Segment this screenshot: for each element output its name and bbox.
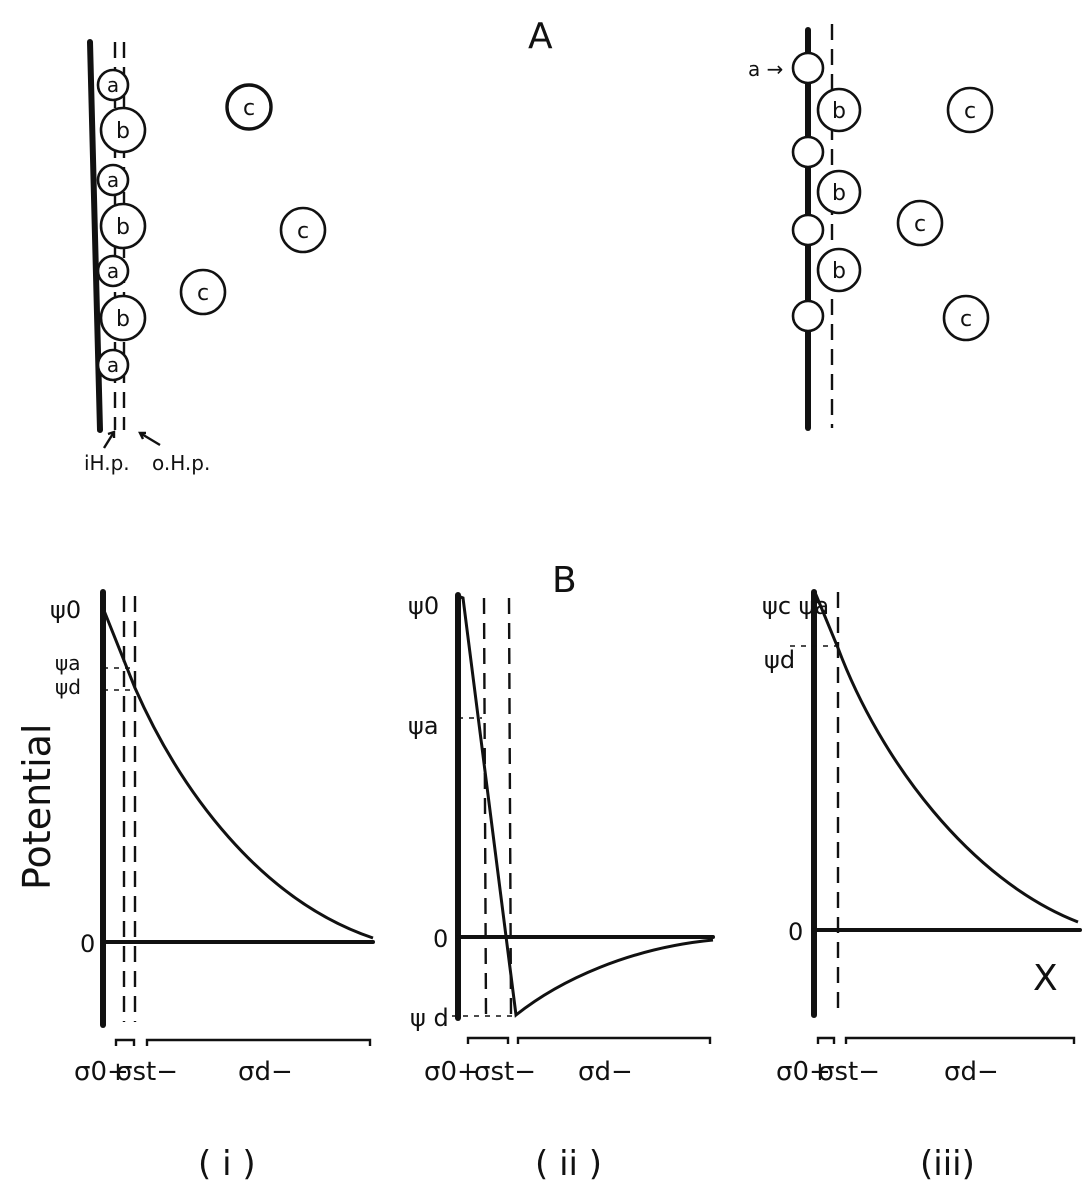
sigma-d-bracket-iii (844, 1036, 1076, 1044)
ohp-pointer-arrow (138, 431, 161, 447)
caption-iii: (iii) (920, 1144, 975, 1180)
ohp-label: o.H.p. (152, 451, 210, 475)
svg-text:b: b (116, 215, 130, 240)
x-axis-label: X (1033, 958, 1058, 999)
svg-text:b: b (832, 99, 846, 124)
potential-curve-ii (457, 594, 714, 1018)
diffuse-ion-c: c (942, 294, 990, 342)
diffuse-ion-c: c (896, 199, 944, 247)
svg-text:b: b (832, 181, 846, 206)
adsorbed-ion-a: a (96, 163, 130, 197)
zero-label-ii: 0 (433, 925, 448, 953)
svg-text:b: b (832, 259, 846, 284)
psi-a-label-i: ψa (55, 651, 80, 675)
psi-ca-label-iii: ψc ψa (762, 592, 829, 620)
ion-b: b (99, 294, 147, 342)
ohp-dashed-line-ii (507, 597, 513, 1017)
sigma-d-label-i: σd− (238, 1057, 293, 1087)
plot-ii: ψ0 ψa 0 ψ d σ0+ σst− σd− ( ii ) (408, 592, 715, 1180)
svg-text:a: a (107, 353, 119, 377)
diffuse-ion-c: c (225, 83, 273, 131)
zero-label-iii: 0 (788, 918, 803, 946)
adsorbed-ion-a: a (96, 348, 130, 382)
panel-a-label: A (528, 16, 553, 57)
svg-text:a: a (107, 259, 119, 283)
sigma-d-label-ii: σd− (578, 1057, 633, 1087)
sigma-st-bracket-i (114, 1038, 136, 1046)
svg-text:c: c (197, 281, 209, 306)
svg-text:c: c (914, 212, 926, 237)
caption-ii: ( ii ) (535, 1144, 602, 1180)
sigma-0-label-i: σ0+ (74, 1057, 129, 1087)
sigma-0-label-iii: σ0+ (776, 1057, 831, 1087)
sigma-d-label-iii: σd− (944, 1057, 999, 1087)
adsorbed-ion-arrow-label: a → (748, 57, 783, 81)
ion-b: b (816, 169, 862, 215)
psi-d-label-ii: ψ d (410, 1004, 449, 1032)
psi-d-label-i: ψd (55, 675, 81, 699)
diffuse-ion-c: c (279, 206, 327, 254)
adsorbed-ion-a: a (96, 68, 130, 102)
plot-iii: ψc ψa ψd 0 X σ0+ σst− σd− (iii) (762, 589, 1082, 1180)
svg-text:c: c (243, 96, 255, 121)
ihp-pointer-arrow (102, 430, 116, 449)
plot-i: ψ0 ψa ψd 0 σ0+ σst− σd− ( i ) (50, 589, 375, 1180)
svg-text:b: b (116, 307, 130, 332)
ion-b: b (816, 247, 862, 293)
sigma-st-bracket-ii (466, 1036, 510, 1044)
sigma-st-label-iii: σst− (818, 1057, 880, 1087)
sigma-0-label-ii: σ0+ (424, 1057, 479, 1087)
diffuse-ion-c: c (946, 86, 994, 134)
psi-d-label-iii: ψd (764, 646, 795, 674)
svg-text:c: c (964, 99, 976, 124)
panel-a-right-schematic: a → b b b c c (748, 24, 994, 431)
ion-b: b (99, 106, 147, 154)
psi-a-label-ii: ψa (408, 712, 439, 740)
adsorbed-ion-a (791, 51, 825, 85)
svg-text:a: a (107, 73, 119, 97)
diffuse-ion-c: c (179, 268, 227, 316)
panel-a: A a b a b a (84, 16, 994, 475)
sigma-st-label-ii: σst− (474, 1057, 536, 1087)
sigma-d-bracket-ii (516, 1036, 712, 1044)
sigma-st-bracket-iii (816, 1036, 836, 1044)
psi-0-label-i: ψ0 (50, 596, 81, 624)
y-axis-label: Potential (15, 724, 59, 890)
adsorbed-ion-a (791, 135, 825, 169)
svg-text:c: c (960, 307, 972, 332)
panel-a-left-schematic: a b a b a b a (84, 39, 327, 475)
zero-label-i: 0 (80, 930, 95, 958)
adsorbed-ion-a (791, 213, 825, 247)
caption-i: ( i ) (198, 1144, 256, 1180)
potential-curve-i (101, 607, 374, 940)
svg-text:b: b (116, 119, 130, 144)
svg-text:c: c (297, 219, 309, 244)
potential-curve-iii (812, 589, 1079, 924)
psi-0-label-ii: ψ0 (408, 592, 439, 620)
sigma-d-bracket-i (145, 1038, 372, 1046)
sigma-st-label-i: σst− (116, 1057, 178, 1087)
ihp-label: iH.p. (84, 451, 130, 475)
ihp-dashed-line-ii (482, 597, 488, 1017)
panel-b-label: B (552, 560, 577, 601)
svg-text:a: a (107, 168, 119, 192)
panel-b: B Potential ψ0 ψa ψd 0 σ0+ σst− σd− ( i … (15, 560, 1082, 1180)
ion-b: b (99, 202, 147, 250)
ion-b: b (816, 87, 862, 133)
adsorbed-ion-a (791, 299, 825, 333)
adsorbed-ion-a: a (96, 254, 130, 288)
